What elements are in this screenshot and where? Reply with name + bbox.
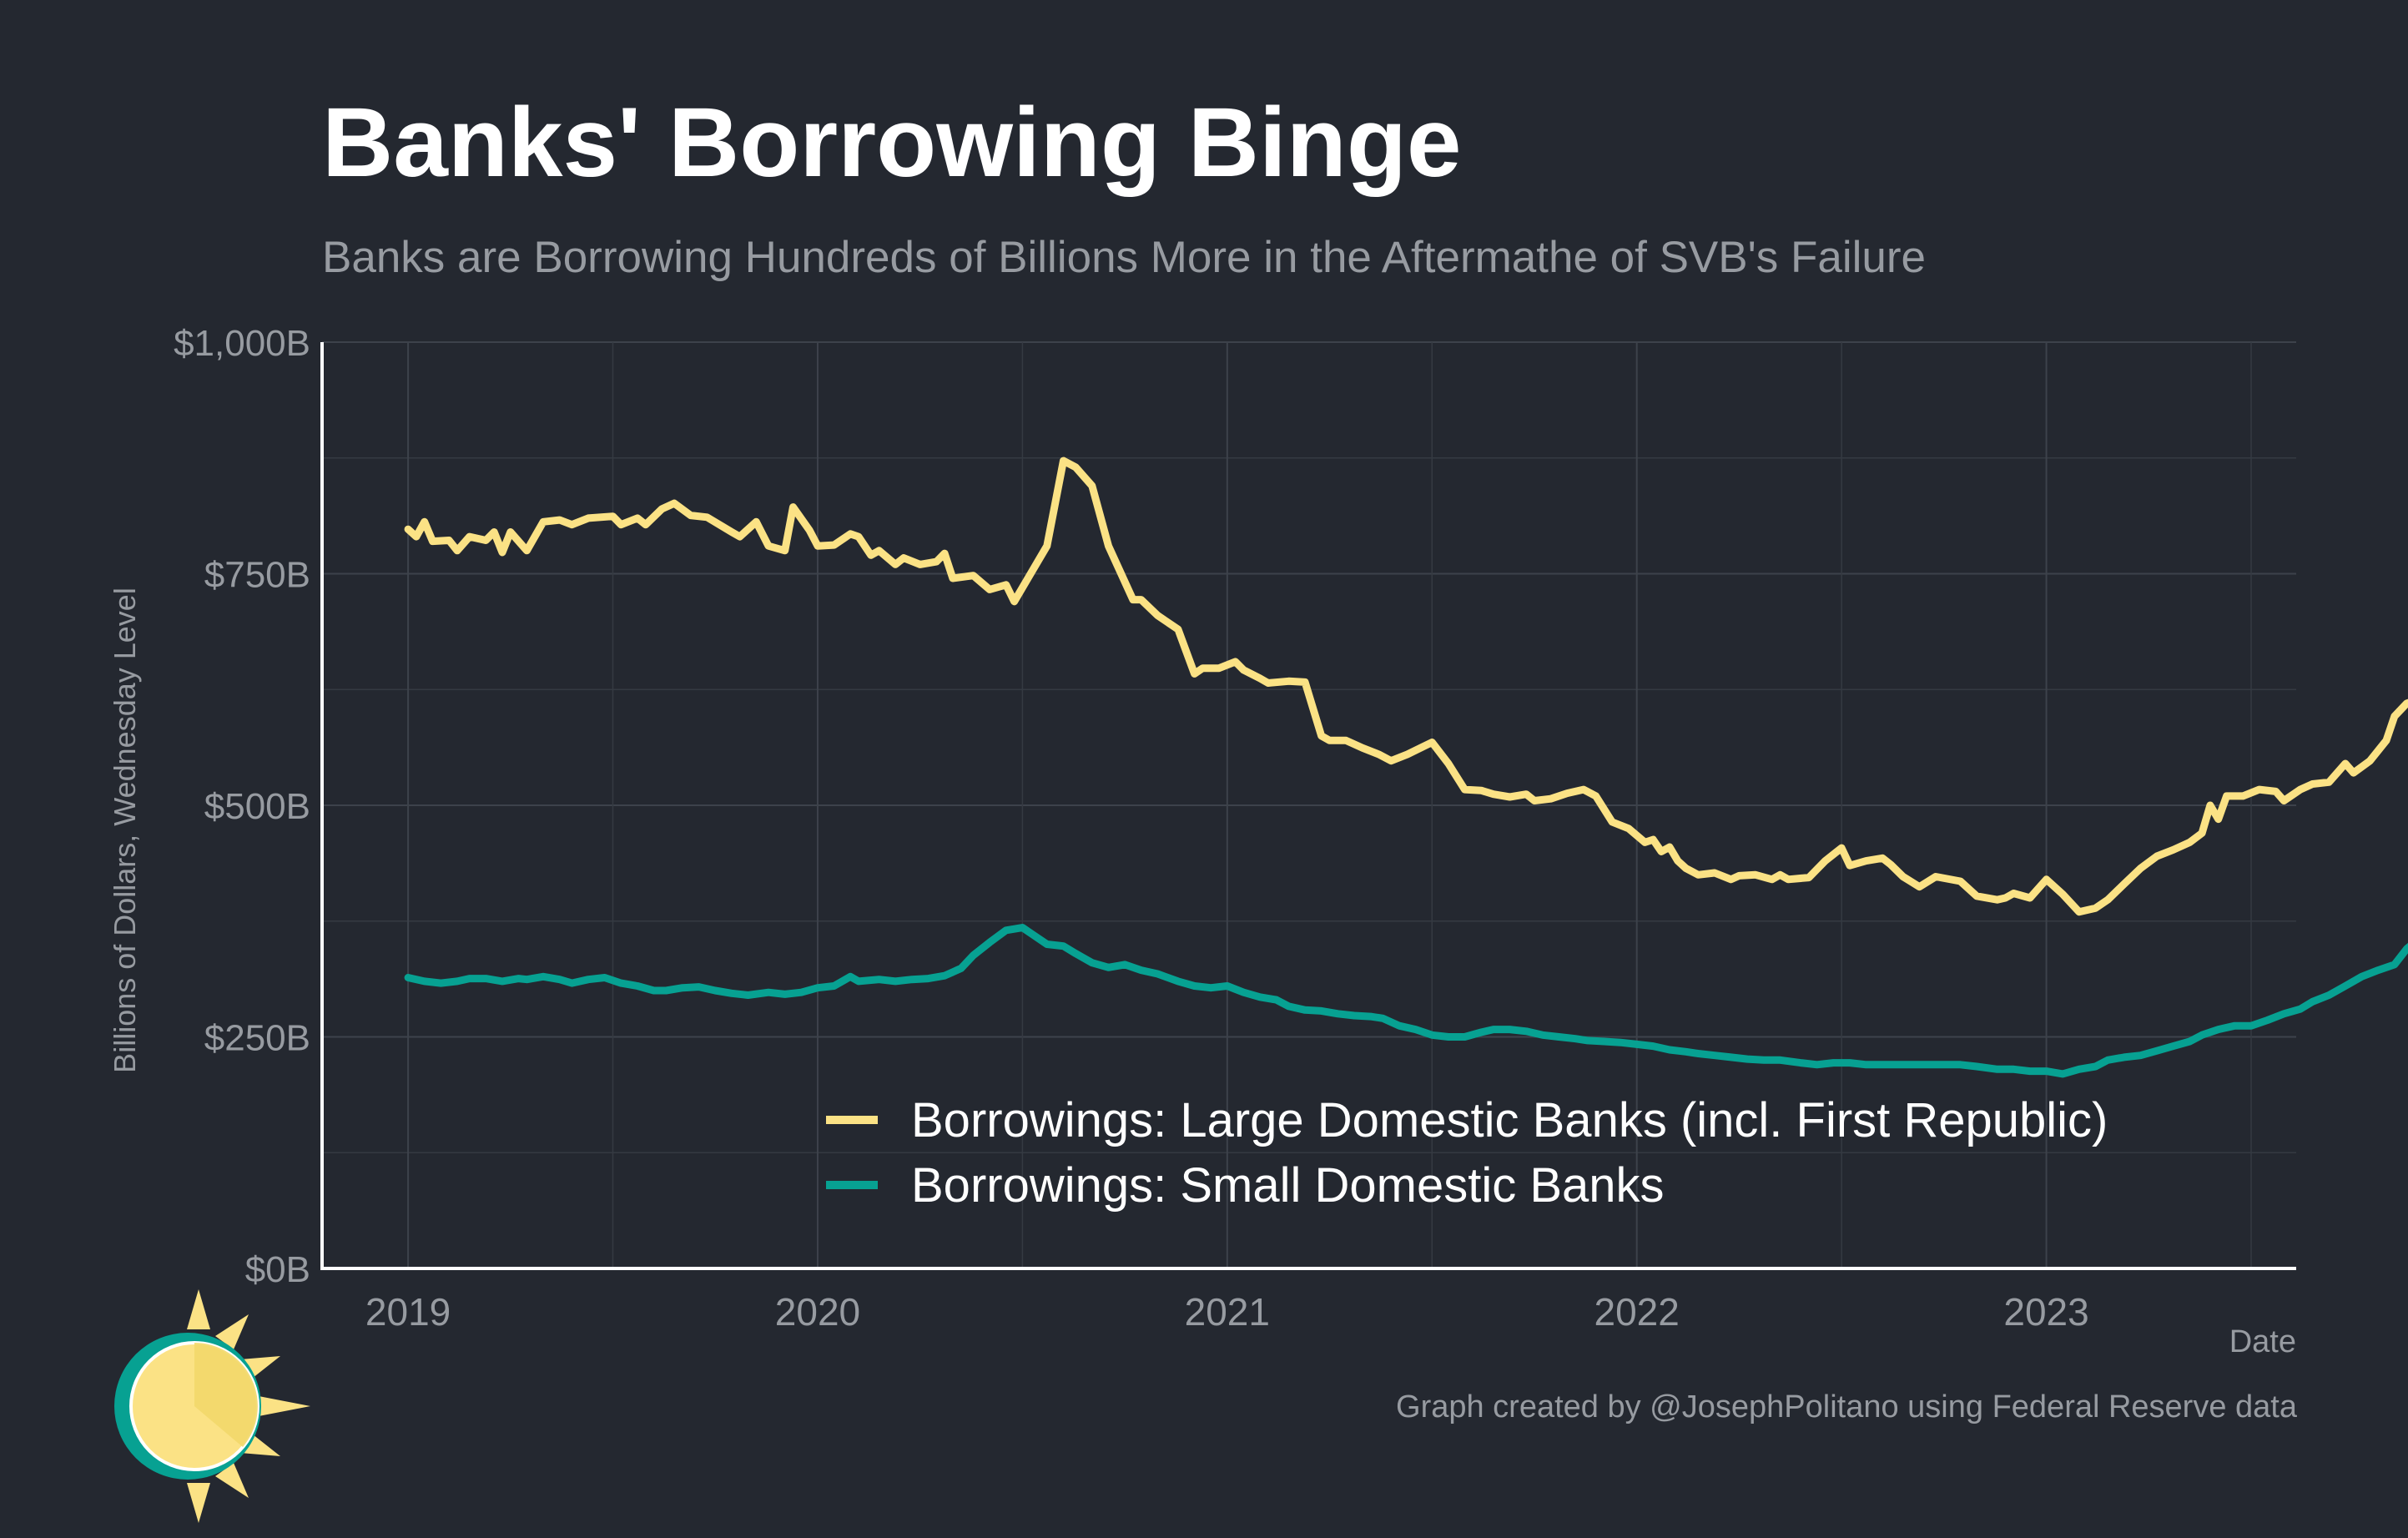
- y-tick-label: $750B: [204, 555, 310, 596]
- legend-label-1: Borrowings: Small Domestic Banks: [911, 1158, 1665, 1213]
- sun-logo-icon: [114, 1289, 310, 1523]
- x-tick-label: 2019: [365, 1290, 451, 1334]
- legend-label-0: Borrowings: Large Domestic Banks (incl. …: [911, 1093, 2108, 1147]
- y-tick-label: $250B: [204, 1018, 310, 1059]
- series-line-0: [404, 456, 2408, 916]
- chart-subtitle: Banks are Borrowing Hundreds of Billions…: [322, 233, 1926, 282]
- y-axis-label: Billions of Dollars, Wednesday Level: [108, 587, 142, 1073]
- series-line-1: [404, 924, 2408, 1078]
- x-tick-label: 2022: [1594, 1290, 1680, 1334]
- chart-title: Banks' Borrowing Binge: [322, 88, 1462, 198]
- x-axis-label: Date: [2229, 1324, 2296, 1359]
- x-tick-label: 2023: [2003, 1290, 2088, 1334]
- y-tick-label: $500B: [204, 786, 310, 827]
- axes: $0B $250B $500B $750B $1,000B 2019 2020 2021 202…: [108, 323, 2296, 1359]
- y-tick-label: $0B: [245, 1249, 310, 1290]
- x-tick-label: 2020: [775, 1290, 860, 1334]
- series-group: [404, 456, 2408, 1078]
- y-tick-label: $1,000B: [174, 323, 310, 364]
- grid: [322, 341, 2296, 1269]
- legend: Borrowings: Large Domestic Banks (incl. …: [826, 1093, 2108, 1213]
- x-tick-label: 2021: [1185, 1290, 1270, 1334]
- source-caption: Graph created by @JosephPolitano using F…: [1396, 1389, 2297, 1425]
